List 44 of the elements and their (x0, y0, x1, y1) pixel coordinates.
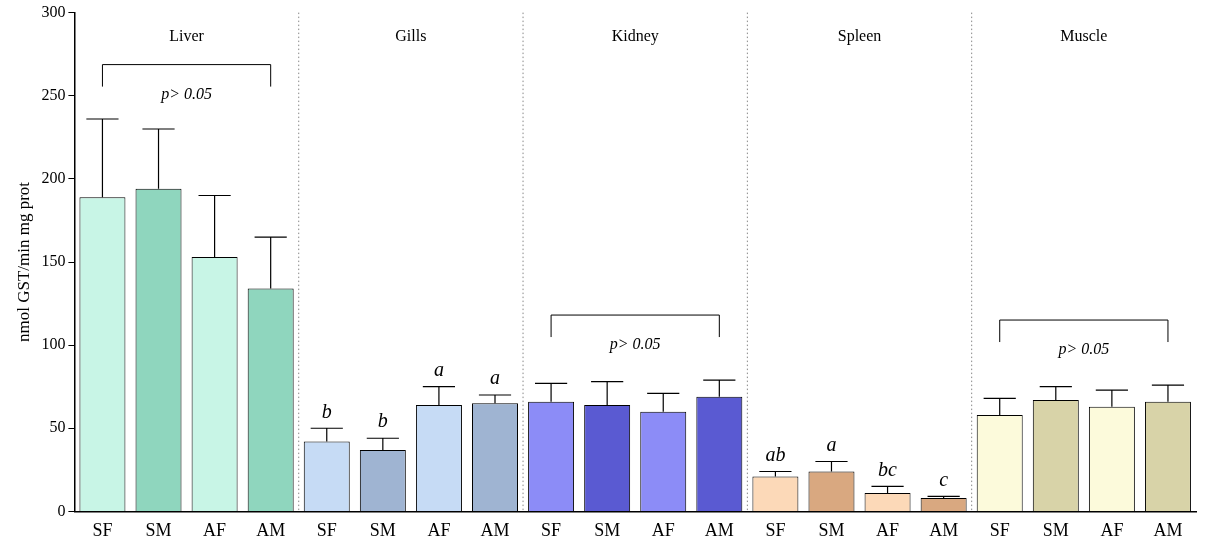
data-label: b (321, 399, 332, 422)
data-label: b (377, 409, 388, 432)
x-tick-label: AF (1100, 519, 1124, 540)
x-tick-label: SF (541, 519, 562, 540)
data-label: a (490, 366, 500, 389)
annotation: p> 0.05 (1057, 340, 1110, 359)
y-tick-label: 250 (41, 85, 66, 103)
y-axis-title: nmol GST/min mg prot (13, 181, 33, 343)
data-label: ab (765, 442, 786, 465)
data-label: a (433, 357, 444, 380)
x-tick-label: SF (765, 519, 786, 540)
x-tick-label: SF (989, 519, 1010, 540)
annotation: Muscle (1060, 26, 1108, 44)
y-tick-label: 0 (57, 501, 66, 519)
annotation: Spleen (837, 26, 882, 45)
x-tick-label: SM (818, 519, 845, 540)
x-tick-label: AF (427, 519, 451, 540)
y-tick-label: 200 (41, 169, 66, 187)
x-tick-label: SM (594, 519, 621, 540)
y-tick-label: 50 (49, 418, 66, 436)
x-tick-label: AM (480, 519, 510, 540)
annotation: Kidney (611, 26, 659, 45)
x-tick-label: AF (876, 519, 900, 540)
x-tick-label: SM (145, 519, 172, 540)
data-label: a (826, 432, 837, 455)
y-tick-label: 300 (41, 2, 66, 20)
x-tick-label: AF (203, 519, 227, 540)
data-label: bc (878, 457, 898, 480)
x-tick-label: AM (1153, 519, 1183, 540)
annotation: p> 0.05 (608, 335, 661, 354)
y-tick-label: 100 (41, 335, 66, 353)
x-tick-label: SF (92, 519, 113, 540)
y-tick-label: 150 (41, 252, 66, 270)
x-tick-label: AM (929, 519, 959, 540)
x-tick-label: SM (369, 519, 396, 540)
annotation: Liver (169, 26, 205, 44)
x-tick-label: AM (256, 519, 286, 540)
x-tick-label: SF (316, 519, 337, 540)
annotation: p> 0.05 (160, 84, 212, 103)
x-tick-label: AF (651, 519, 675, 540)
annotation: Gills (395, 26, 427, 44)
x-tick-label: AM (704, 519, 734, 540)
x-tick-label: SM (1042, 519, 1069, 540)
data-label: c (939, 467, 949, 490)
